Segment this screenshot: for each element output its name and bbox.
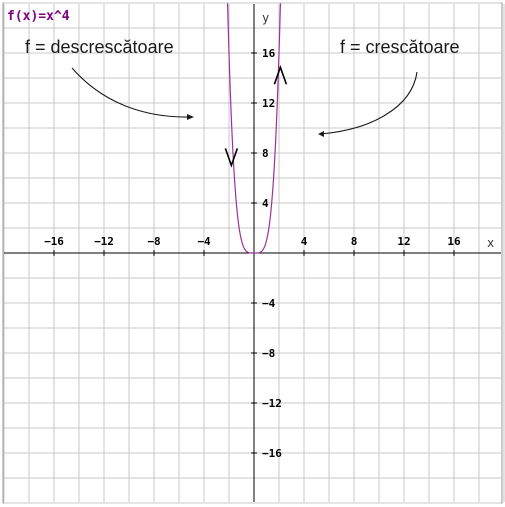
direction-arrows	[224, 64, 288, 168]
increasing-arrowhead	[318, 131, 324, 137]
decreasing-pointer-arrow	[71, 67, 192, 118]
increasing-direction-chevron	[273, 64, 288, 85]
x-tick-label: −12	[94, 235, 114, 248]
x-tick-label: −8	[147, 235, 160, 248]
x-tick-label: 4	[301, 235, 308, 248]
function-title: f(x)=x^4	[7, 9, 70, 24]
tick-labels: −16 −12 −8 −4 4 8 12 16 16 12 8 4 −4 −8 −12 −16	[44, 47, 461, 460]
y-tick-label: −4	[262, 297, 276, 310]
y-axis-label: y	[262, 11, 269, 25]
decreasing-annotation: f = descrescătoare	[25, 37, 174, 57]
x-tick-label: −4	[197, 235, 211, 248]
x-tick-label: −16	[44, 235, 64, 248]
y-tick-label: −16	[262, 447, 282, 460]
y-tick-label: 16	[262, 47, 276, 60]
x-tick-label: 16	[447, 235, 461, 248]
decreasing-direction-chevron	[224, 148, 239, 168]
x-tick-label: 8	[351, 235, 358, 248]
y-tick-label: 8	[262, 147, 269, 160]
x-tick-label: 12	[397, 235, 410, 248]
decreasing-arrowhead	[187, 114, 194, 120]
y-tick-label: −12	[262, 397, 282, 410]
y-tick-label: −8	[262, 347, 275, 360]
y-tick-label: 4	[262, 197, 269, 210]
function-curve	[226, 3, 282, 254]
increasing-pointer-arrow	[319, 71, 418, 135]
increasing-annotation: f = crescătoare	[340, 37, 460, 57]
x-axis-label: x	[487, 236, 494, 250]
y-tick-label: 12	[262, 97, 275, 110]
